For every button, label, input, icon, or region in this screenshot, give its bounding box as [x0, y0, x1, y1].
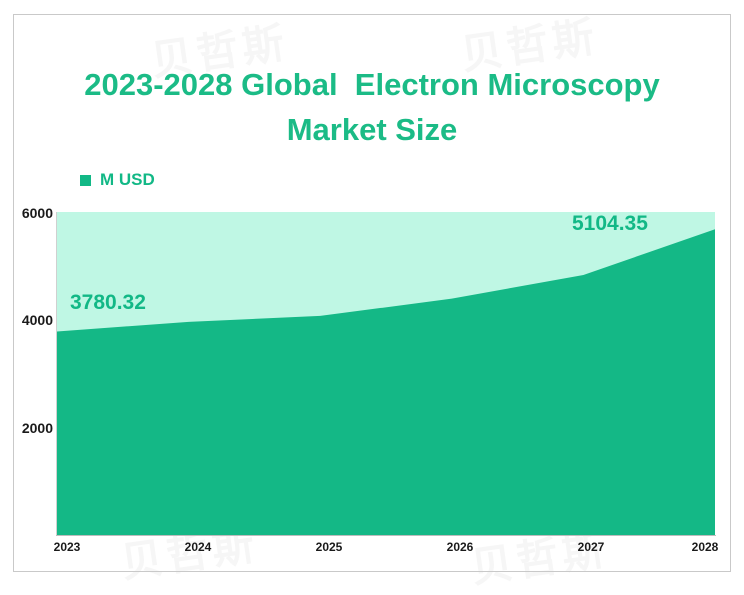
legend-item-label: M USD	[100, 170, 155, 189]
area-chart-svg	[57, 212, 715, 535]
legend-square-marker	[80, 174, 91, 186]
x-axis-line	[56, 535, 716, 536]
chart-legend[interactable]: M USD	[80, 170, 155, 190]
y-axis-tick-label: 2000	[21, 420, 53, 436]
x-axis-tick-label: 2024	[184, 540, 212, 554]
y-axis-tick-label: 4000	[21, 312, 53, 328]
data-point-label: 3780.32	[70, 291, 146, 314]
plot-area	[57, 212, 715, 535]
x-axis-tick-label: 2026	[446, 540, 474, 554]
chart-frame	[13, 14, 731, 572]
y-axis-tick-label: 6000	[21, 205, 53, 221]
x-axis-tick-label: 2023	[53, 540, 81, 554]
x-axis-tick-label: 2027	[577, 540, 605, 554]
x-axis-tick-label: 2028	[691, 540, 719, 554]
x-axis-tick-label: 2025	[315, 540, 343, 554]
data-point-label: 5104.35	[572, 212, 648, 235]
y-axis-line	[56, 212, 57, 536]
area-series-m-usd[interactable]	[57, 229, 715, 535]
x-axis: 2023 2024 2025 2026 2027 2028	[53, 540, 719, 560]
page-title: 2023-2028 Global Electron Microscopy Mar…	[84, 67, 660, 147]
y-axis: 6000 4000 2000	[0, 205, 53, 535]
